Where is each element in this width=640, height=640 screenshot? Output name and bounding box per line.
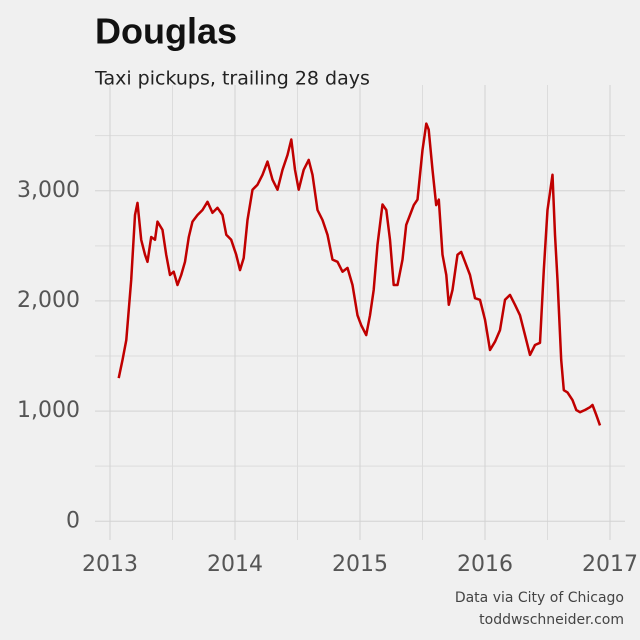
data-line	[117, 122, 602, 426]
grid	[95, 85, 625, 540]
source: Data via City of Chicago	[455, 590, 624, 606]
y-tick-label: 0	[66, 508, 80, 533]
credit: toddwschneider.com	[479, 612, 624, 628]
x-tick-label: 2017	[582, 552, 638, 577]
y-tick-label: 3,000	[17, 178, 80, 203]
x-tick-label: 2016	[457, 552, 513, 577]
y-tick-label: 2,000	[17, 288, 80, 313]
chart-subtitle: Taxi pickups, trailing 28 days	[94, 68, 370, 90]
x-tick-label: 2013	[82, 552, 138, 577]
y-tick-label: 1,000	[17, 398, 80, 423]
x-tick-label: 2014	[207, 552, 263, 577]
chart-title: Douglas	[95, 11, 237, 52]
x-tick-label: 2015	[332, 552, 388, 577]
